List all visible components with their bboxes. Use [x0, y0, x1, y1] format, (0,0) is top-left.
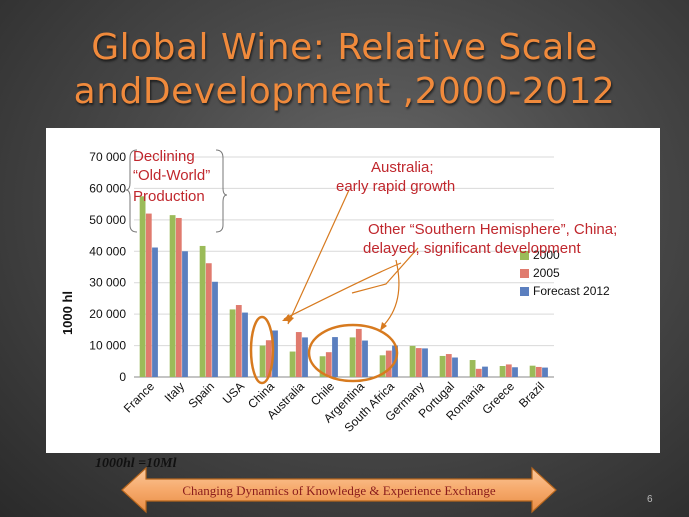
- bar-2000-germany: [409, 345, 416, 377]
- legend: 2000 2005 Forecast 2012: [520, 248, 610, 298]
- old-world-brace: [125, 149, 138, 233]
- bar-forecast-2012-brazil: [542, 367, 548, 377]
- wine-production-chart: 0 10 000 20 000 30 000 40 000 50 000 60 000 70 …: [60, 148, 617, 435]
- southern-annotation-line-1: Other “Southern Hemisphere”, China;: [368, 221, 617, 238]
- bar-2005-portugal: [445, 354, 452, 377]
- bar-2005-brazil: [535, 366, 542, 377]
- legend-label: 2000: [533, 248, 560, 262]
- legend-swatch: [520, 287, 529, 296]
- y-tick-label: 10 000: [89, 339, 126, 353]
- australia-arrow: [287, 189, 350, 325]
- x-tick-label: Spain: [186, 379, 218, 411]
- y-tick-label: 30 000: [89, 276, 126, 290]
- bar-2000-italy: [169, 215, 176, 377]
- old-world-annotation-line-3: Production: [133, 188, 205, 205]
- legend-label: Forecast 2012: [533, 284, 610, 298]
- bar-forecast-2012-china: [272, 330, 278, 377]
- y-tick-label: 40 000: [89, 244, 126, 258]
- bar-2005-greece: [505, 364, 512, 377]
- bar-2000-portugal: [439, 355, 446, 377]
- southern-arrow-a: [351, 247, 419, 294]
- bar-2005-argentina: [355, 328, 362, 377]
- bar-forecast-2012-usa: [242, 312, 248, 377]
- knowledge-exchange-arrow: Changing Dynamics of Knowledge & Experie…: [121, 466, 557, 514]
- southern-arrow-c: [381, 259, 400, 328]
- legend-label: 2005: [533, 266, 560, 280]
- bar-2005-australia: [295, 332, 302, 377]
- australia-annotation-line-1: Australia;: [371, 159, 434, 176]
- bar-forecast-2012-australia: [302, 337, 308, 377]
- bar-forecast-2012-germany: [422, 348, 428, 377]
- y-tick-label: 60 000: [89, 181, 126, 195]
- southern-arrow-head-b: [282, 314, 291, 321]
- bar-2000-romania: [469, 360, 476, 377]
- legend-swatch: [520, 269, 529, 278]
- slide-title-line-1: Global Wine: Relative Scale: [91, 27, 598, 68]
- bar-2005-germany: [415, 348, 422, 377]
- bar-2000-usa: [229, 309, 236, 377]
- bar-2005-france: [145, 213, 152, 377]
- chart-panel: 0 10 000 20 000 30 000 40 000 50 000 60 000 70 …: [46, 128, 660, 453]
- legend-swatch: [520, 251, 529, 260]
- southern-hemisphere-highlight-ellipse: [307, 323, 399, 383]
- old-world-annotation-line-2: “Old-World”: [133, 167, 210, 184]
- bar-forecast-2012-greece: [512, 367, 518, 377]
- y-tick-labels: 0 10 000 20 000 30 000 40 000 50 000 60 000 70 …: [89, 150, 126, 384]
- bar-2005-china: [265, 340, 272, 377]
- bar-2000-france: [139, 196, 146, 377]
- bar-2000-brazil: [529, 365, 536, 377]
- x-tick-label: USA: [220, 379, 247, 406]
- x-tick-label: Greece: [479, 379, 517, 417]
- bar-2000-australia: [289, 351, 296, 377]
- slide-title-line-2: andDevelopment ,2000-2012: [73, 71, 616, 112]
- y-tick-label: 50 000: [89, 213, 126, 227]
- southern-annotation-line-2: delayed, significant development: [363, 240, 581, 257]
- bar-forecast-2012-portugal: [452, 357, 458, 377]
- x-tick-label: Brazil: [516, 379, 547, 410]
- bar-2000-chile: [319, 356, 326, 377]
- southern-arrow-b: [283, 262, 402, 320]
- bar-2005-spain: [205, 263, 212, 377]
- y-tick-label: 0: [119, 370, 126, 384]
- bar-2005-south-africa: [385, 350, 392, 377]
- double-arrow-shape: [121, 466, 557, 514]
- bar-2000-greece: [499, 366, 506, 377]
- china-highlight-ellipse: [249, 315, 275, 385]
- x-tick-label: France: [121, 379, 158, 416]
- bar-2005-usa: [235, 305, 242, 377]
- southern-arrow-head-c: [380, 322, 387, 331]
- bar-forecast-2012-italy: [182, 251, 188, 377]
- y-axis-label: 1000 hl: [60, 291, 75, 335]
- bar-2000-spain: [199, 245, 206, 377]
- bar-forecast-2012-argentina: [362, 340, 368, 377]
- y-tick-label: 20 000: [89, 307, 126, 321]
- unit-note: 1000hl =10Ml: [95, 456, 177, 471]
- australia-annotation-line-2: early rapid growth: [336, 178, 455, 195]
- bar-2005-chile: [325, 352, 332, 377]
- slide-number: 6: [647, 494, 653, 505]
- bar-2000-argentina: [349, 337, 356, 377]
- bar-forecast-2012-spain: [212, 281, 218, 377]
- old-world-annotation-line-1: Declining: [133, 148, 195, 165]
- bar-2005-romania: [475, 368, 482, 377]
- bar-forecast-2012-chile: [332, 337, 338, 377]
- bar-forecast-2012-france: [152, 247, 158, 377]
- bar-2000-south-africa: [379, 355, 386, 377]
- bar-2005-italy: [175, 217, 182, 377]
- bar-2000-china: [259, 345, 266, 377]
- x-tick-label: Italy: [162, 379, 187, 404]
- y-tick-label: 70 000: [89, 150, 126, 164]
- bars: [139, 196, 548, 377]
- bar-forecast-2012-romania: [482, 366, 488, 377]
- old-world-brace-right: [215, 149, 228, 233]
- arrow-banner-text: Changing Dynamics of Knowledge & Experie…: [182, 483, 496, 498]
